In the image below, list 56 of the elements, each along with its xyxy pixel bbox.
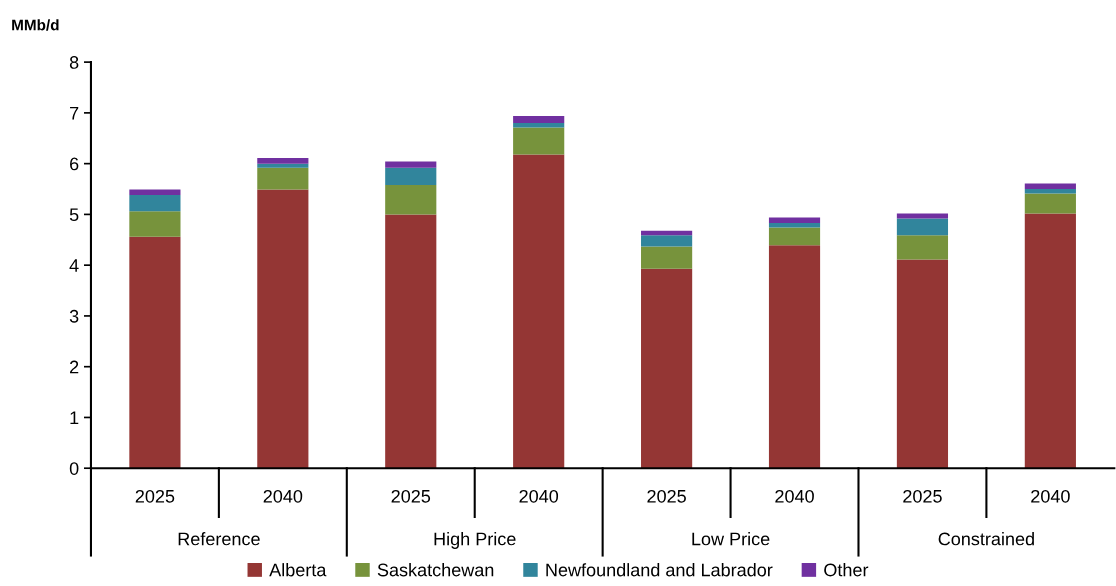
bar xyxy=(257,158,309,164)
bar xyxy=(129,211,181,237)
legend-label: Other xyxy=(824,563,869,577)
bar xyxy=(896,213,949,219)
y-tick-label: 6 xyxy=(70,157,79,171)
bar xyxy=(257,163,309,168)
bar xyxy=(385,167,437,185)
bar xyxy=(896,235,949,260)
text: Reference xyxy=(178,532,260,546)
bar xyxy=(641,246,693,269)
bar xyxy=(1024,183,1076,190)
x-tick-label: 2040 xyxy=(775,489,814,503)
y-tick-label: 3 xyxy=(69,309,79,323)
legend-label: Saskatchewan xyxy=(377,563,494,577)
y-tick-label: 8 xyxy=(69,56,79,69)
y-tick-label: 2 xyxy=(70,360,79,374)
bar xyxy=(1024,193,1076,214)
bar xyxy=(513,127,565,155)
bar xyxy=(1024,189,1076,194)
bar xyxy=(257,167,309,190)
bar xyxy=(768,245,821,469)
x-tick-label: 2025 xyxy=(903,489,942,503)
bar xyxy=(513,154,565,469)
bar xyxy=(896,259,949,469)
bar xyxy=(768,223,821,228)
x-tick-label: 2040 xyxy=(1031,489,1070,503)
bar xyxy=(257,189,309,469)
bar xyxy=(129,195,181,212)
bar xyxy=(385,184,437,215)
x-tick-label: 2025 xyxy=(647,489,686,503)
y-tick-label: 4 xyxy=(69,259,79,272)
x-tick-label: 2025 xyxy=(135,489,175,503)
bar xyxy=(641,235,693,247)
text: Constrained xyxy=(938,532,1034,546)
bar xyxy=(385,214,437,469)
y-tick-label: 5 xyxy=(69,208,79,222)
legend-label: Alberta xyxy=(269,563,327,577)
bar xyxy=(1024,213,1076,469)
x-tick-label: 2040 xyxy=(519,489,559,503)
text: Low Price xyxy=(692,532,770,546)
bar xyxy=(641,268,693,469)
bar xyxy=(513,123,565,128)
x-tick-label: 2025 xyxy=(391,489,431,503)
bar xyxy=(513,115,565,124)
text: High Price xyxy=(434,532,516,549)
x-tick-label: 2040 xyxy=(263,489,303,503)
legend-label: Newfoundland and Labrador xyxy=(546,563,773,577)
y-tick-label: 1 xyxy=(70,411,79,424)
y-tick-label: 0 xyxy=(69,462,79,475)
bar xyxy=(385,161,437,168)
y-tick-label: 7 xyxy=(70,107,79,120)
bar xyxy=(129,236,181,469)
bar xyxy=(768,217,821,224)
y-axis-title: MMb/d xyxy=(12,19,59,31)
bar xyxy=(896,218,949,236)
bar xyxy=(768,227,821,246)
